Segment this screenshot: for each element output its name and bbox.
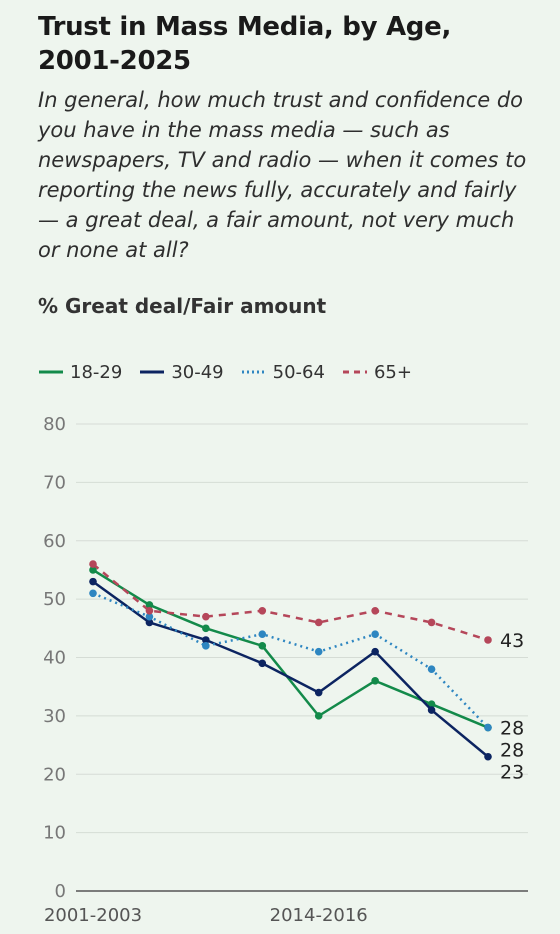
point-18-29-6	[427, 700, 436, 708]
point-30-49-0	[89, 577, 97, 586]
point-65-plus-2	[202, 612, 210, 621]
point-30-49-6	[427, 706, 436, 714]
x-tick-label-2001-2003: 2001-2003	[44, 905, 142, 926]
point-65-plus-4	[314, 618, 323, 627]
point-65-plus-5	[371, 607, 379, 615]
series-line-65-plus	[92, 563, 489, 642]
legend-swatch-30-49	[140, 370, 165, 374]
legend-item-30-49: 30-49	[139, 361, 224, 383]
series-line-50-64	[92, 592, 489, 729]
point-18-29-3	[258, 642, 267, 650]
point-50-64-1	[145, 612, 154, 621]
y-tick-label-50: 50	[43, 589, 66, 610]
point-65-plus-1	[145, 607, 154, 615]
legend-swatch-50-64	[241, 370, 266, 374]
point-50-64-5	[371, 630, 379, 638]
point-50-64-2	[202, 642, 210, 650]
y-tick-label-30: 30	[43, 706, 66, 727]
point-50-64-6	[427, 665, 436, 673]
x-tick-label-2014-2016: 2014-2016	[270, 905, 368, 926]
point-65-plus-3	[258, 607, 267, 615]
point-30-49-5	[371, 647, 379, 656]
y-tick-label-80: 80	[43, 414, 66, 435]
legend-item-65-plus: 65+	[342, 362, 412, 383]
legend-label-50-64: 50-64	[272, 361, 325, 383]
point-30-49-4	[314, 688, 323, 697]
point-18-29-0	[89, 566, 97, 574]
point-18-29-2	[202, 624, 210, 633]
point-50-64-3	[258, 630, 267, 638]
end-label-30-49: 23	[500, 762, 524, 784]
legend-label-65-plus: 65+	[373, 361, 412, 383]
y-tick-label-60: 60	[43, 531, 66, 552]
y-axis-label: % Great deal/Fair amount	[38, 294, 327, 318]
point-18-29-5	[371, 677, 379, 685]
point-50-64-4	[314, 647, 323, 656]
y-tick-label-40: 40	[43, 648, 66, 669]
legend-label-18-29: 18-29	[70, 361, 123, 383]
y-tick-label-20: 20	[43, 764, 66, 785]
point-50-64-7	[484, 723, 492, 732]
end-label-50-64: 28	[500, 740, 524, 762]
point-65-plus-0	[89, 560, 97, 568]
legend: 18-29 30-49 50-64 65+	[38, 360, 429, 384]
y-tick-label-0: 0	[55, 881, 66, 902]
legend-item-50-64: 50-64	[241, 362, 325, 383]
y-tick-label-70: 70	[43, 472, 66, 493]
point-18-29-1	[145, 601, 154, 609]
chart-subtitle: In general, how much trust and confidenc…	[38, 88, 527, 262]
y-tick-label-10: 10	[43, 823, 66, 844]
chart-title: Trust in Mass Media, by Age, 2001-2025	[38, 12, 452, 76]
legend-swatch-18-29	[39, 370, 63, 374]
end-label-65-plus: 43	[500, 630, 524, 652]
point-30-49-1	[145, 618, 154, 627]
series-line-30-49	[92, 580, 489, 758]
point-65-plus-6	[427, 618, 436, 627]
point-30-49-3	[258, 659, 267, 668]
legend-label-30-49: 30-49	[171, 361, 224, 383]
legend-swatch-65-plus	[342, 370, 367, 374]
point-30-49-7	[484, 752, 492, 761]
end-label-18-29: 28	[500, 718, 524, 740]
point-50-64-0	[89, 589, 97, 598]
point-30-49-2	[202, 636, 210, 644]
point-18-29-4	[314, 712, 323, 720]
legend-item-18-29: 18-29	[38, 362, 122, 383]
point-65-plus-7	[484, 636, 492, 644]
